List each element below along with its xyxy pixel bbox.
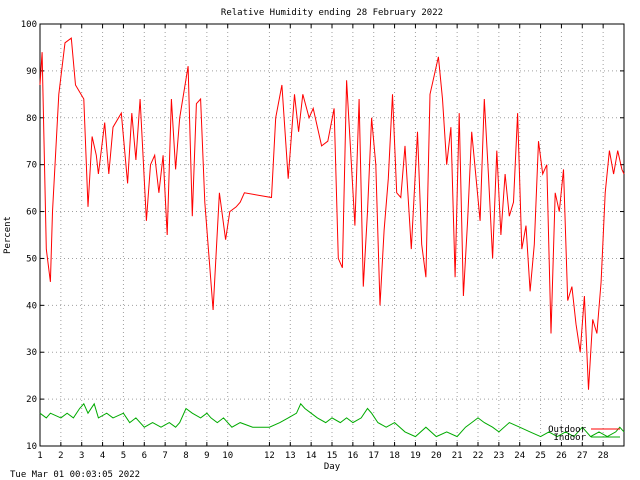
x-tick-label: 2	[58, 451, 63, 461]
x-tick-label: 24	[514, 451, 525, 461]
x-tick-label: 19	[410, 451, 421, 461]
x-tick-label: 16	[347, 451, 358, 461]
y-tick-label: 90	[26, 67, 37, 77]
x-tick-label: 26	[556, 451, 567, 461]
series-lines	[39, 37, 625, 438]
y-tick-label: 80	[26, 114, 37, 124]
x-axis-ticks: 1 2 3 4 5 6 7 8 9 10 12 13 14 15 16 17 18 19 20 21 22 23 24 25 2…	[37, 24, 609, 461]
x-tick-label: 20	[431, 451, 442, 461]
x-tick-label: 25	[535, 451, 546, 461]
x-tick-label: 22	[473, 451, 484, 461]
x-tick-label: 21	[452, 451, 463, 461]
x-tick-label: 5	[121, 451, 126, 461]
grid	[40, 24, 624, 446]
x-tick-label: 9	[204, 451, 209, 461]
chart-title: Relative Humidity ending 28 February 202…	[221, 8, 443, 18]
x-tick-label: 18	[389, 451, 400, 461]
legend-label-outdoor: Outdoor	[548, 425, 587, 435]
x-tick-label: 15	[327, 451, 338, 461]
x-tick-label: 10	[222, 451, 233, 461]
y-tick-label: 30	[26, 348, 37, 358]
y-tick-label: 20	[26, 395, 37, 405]
plot-frame	[39, 23, 625, 447]
series-line-indoor	[39, 402, 625, 438]
x-tick-label: 7	[162, 451, 167, 461]
x-tick-label: 17	[368, 451, 379, 461]
y-axis-label: Percent	[3, 216, 13, 254]
x-tick-label: 27	[577, 451, 588, 461]
x-tick-label: 23	[493, 451, 504, 461]
y-axis-ticks: 10 20 30 40 50 60 70 80 90 100	[21, 20, 624, 452]
y-tick-label: 100	[21, 20, 37, 30]
x-tick-label: 1	[37, 451, 42, 461]
x-tick-label: 4	[100, 451, 105, 461]
y-tick-label: 10	[26, 442, 37, 452]
x-tick-label: 12	[264, 451, 275, 461]
y-tick-label: 70	[26, 161, 37, 171]
x-axis-label: Day	[324, 462, 341, 472]
x-tick-label: 6	[142, 451, 147, 461]
x-tick-label: 28	[598, 451, 609, 461]
timestamp: Tue Mar 01 00:03:05 2022	[10, 470, 140, 480]
x-tick-label: 8	[183, 451, 188, 461]
legend-label-indoor: Indoor	[553, 433, 586, 443]
series-line-outdoor	[39, 37, 625, 390]
y-tick-label: 40	[26, 301, 37, 311]
y-tick-label: 60	[26, 208, 37, 218]
x-tick-label: 3	[79, 451, 84, 461]
x-tick-label: 13	[285, 451, 296, 461]
x-tick-label: 14	[306, 451, 317, 461]
y-tick-label: 50	[26, 254, 37, 264]
